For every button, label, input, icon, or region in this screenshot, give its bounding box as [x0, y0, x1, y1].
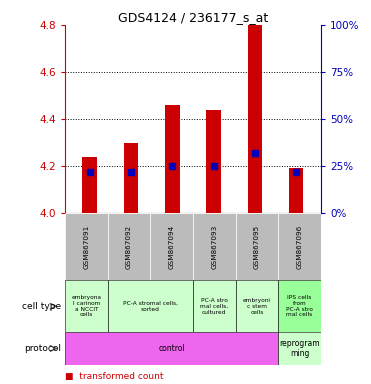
Point: [87, 169, 93, 175]
Bar: [124, 142, 138, 213]
Bar: [193, 213, 236, 280]
Text: PC-A stro
mal cells,
cultured: PC-A stro mal cells, cultured: [200, 298, 228, 314]
Text: reprogram
ming: reprogram ming: [279, 339, 320, 358]
Point: [169, 163, 175, 169]
Point: [252, 150, 258, 156]
Text: GSM867091: GSM867091: [83, 225, 89, 269]
Bar: [65, 280, 108, 332]
Text: ■  transformed count: ■ transformed count: [65, 372, 163, 381]
Bar: [289, 169, 303, 213]
Bar: [236, 280, 278, 332]
Point: [211, 163, 217, 169]
Bar: [278, 332, 321, 365]
Bar: [193, 280, 236, 332]
Text: GSM867092: GSM867092: [126, 225, 132, 269]
Bar: [108, 213, 150, 280]
Text: protocol: protocol: [24, 344, 61, 353]
Bar: [278, 213, 321, 280]
Bar: [108, 280, 193, 332]
Bar: [150, 213, 193, 280]
Bar: [165, 105, 180, 213]
Text: GSM867094: GSM867094: [168, 225, 175, 269]
Text: PC-A stromal cells,
sorted: PC-A stromal cells, sorted: [123, 301, 178, 312]
Text: cell type: cell type: [22, 302, 61, 311]
Point: [128, 169, 134, 175]
Bar: [236, 213, 278, 280]
Bar: [65, 213, 108, 280]
Text: GSM867095: GSM867095: [254, 225, 260, 269]
Text: IPS cells
from
PC-A stro
mal cells: IPS cells from PC-A stro mal cells: [286, 295, 313, 318]
Text: embryona
l carinom
a NCCIT
cells: embryona l carinom a NCCIT cells: [71, 295, 101, 318]
Text: control: control: [158, 344, 185, 353]
Point: [293, 169, 299, 175]
Bar: [247, 25, 262, 213]
Bar: [82, 157, 97, 213]
Title: GDS4124 / 236177_s_at: GDS4124 / 236177_s_at: [118, 11, 268, 24]
Text: GSM867096: GSM867096: [296, 225, 303, 269]
Bar: [278, 280, 321, 332]
Text: GSM867093: GSM867093: [211, 225, 217, 269]
Bar: [206, 109, 221, 213]
Bar: [65, 332, 278, 365]
Text: embryoni
c stem
cells: embryoni c stem cells: [243, 298, 271, 314]
